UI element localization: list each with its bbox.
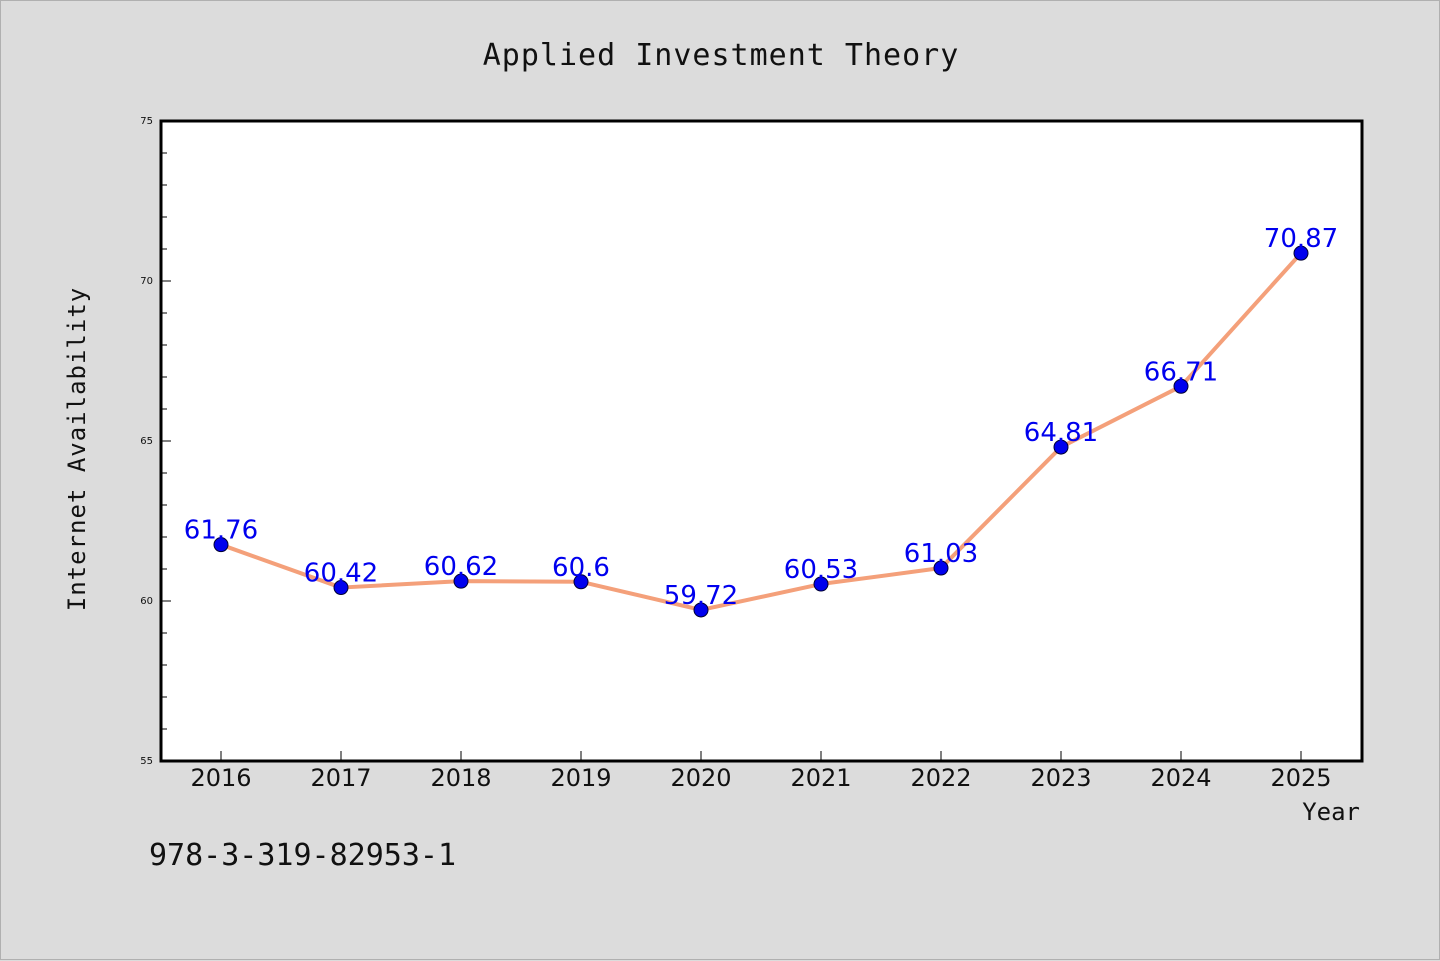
data-point	[573, 574, 589, 590]
y-tick-label: 65	[140, 436, 153, 447]
x-axis-label: Year	[1302, 798, 1360, 826]
x-tick-label: 2021	[790, 764, 851, 792]
x-tick-label: 2020	[670, 764, 731, 792]
data-point	[333, 580, 349, 596]
data-label: 61.03	[904, 539, 978, 569]
data-point	[1053, 439, 1069, 455]
data-point	[453, 573, 469, 589]
x-axis: 2016 2017 2018 2019 2020 2021 2022 2023 2024 2025	[190, 751, 1332, 792]
data-label: 60.62	[424, 552, 498, 582]
series-polyline	[219, 251, 1303, 612]
plot-frame	[159, 119, 1364, 763]
series-line	[219, 251, 1303, 612]
data-label: 64.81	[1024, 418, 1098, 448]
x-tick-label: 2025	[1270, 764, 1331, 792]
x-tick-label: 2016	[190, 764, 251, 792]
data-point	[213, 537, 229, 553]
data-label: 60.6	[552, 553, 610, 583]
series-markers	[213, 245, 1309, 618]
x-tick-label: 2018	[430, 764, 491, 792]
data-point	[693, 602, 709, 618]
data-label: 60.53	[784, 555, 858, 585]
y-tick-label: 60	[140, 596, 153, 607]
x-tick-label: 2024	[1150, 764, 1211, 792]
plot-area	[161, 121, 1362, 761]
data-label: 66.71	[1144, 357, 1218, 387]
data-label: 70.87	[1264, 224, 1338, 254]
data-point	[1173, 378, 1189, 394]
x-tick-label: 2017	[310, 764, 371, 792]
data-point	[1293, 245, 1309, 261]
x-tick-label: 2019	[550, 764, 611, 792]
data-labels: 61.76 60.42 60.62 60.6 59.72 60.53 61.03 64.81 6…	[184, 224, 1338, 611]
y-tick-label: 70	[140, 276, 153, 287]
data-label: 61.76	[184, 516, 258, 546]
x-tick-label: 2022	[910, 764, 971, 792]
data-label: 59.72	[664, 581, 738, 611]
data-point	[933, 560, 949, 576]
y-tick-label: 55	[140, 756, 153, 767]
x-tick-label: 2023	[1030, 764, 1091, 792]
y-axis-label: Internet Availability	[63, 287, 91, 611]
isbn-text: 978-3-319-82953-1	[149, 838, 456, 873]
chart-title: Applied Investment Theory	[483, 38, 960, 73]
data-point	[813, 576, 829, 592]
data-label: 60.42	[304, 559, 378, 589]
y-tick-label: 75	[140, 116, 153, 127]
